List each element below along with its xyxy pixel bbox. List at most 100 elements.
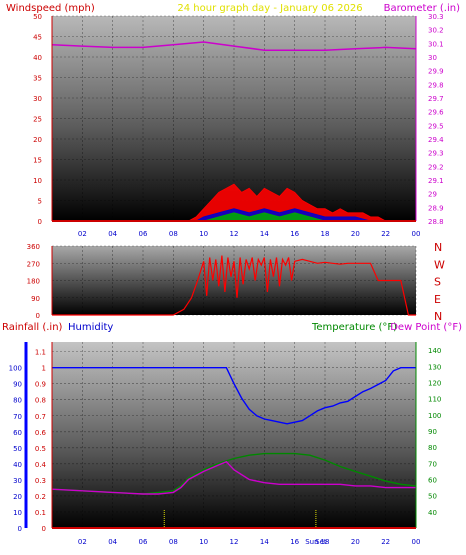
y-left-tick-label: 0 (38, 218, 42, 226)
dewpoint-axis-title: Dew Point (°F) (390, 322, 462, 333)
sun-label: Sun (305, 538, 318, 546)
humidity-tick-label: 70 (13, 413, 22, 421)
y-right-tick-label: 29.7 (428, 95, 444, 103)
y-left-tick-label: 35 (33, 75, 42, 83)
x-tick-label: 16 (290, 538, 299, 546)
y-left-tick-label: 5 (38, 198, 42, 206)
page-title: 24 hour graph day - January 06 2026 (177, 3, 362, 14)
barometer-axis-title: Barometer (.in) (384, 3, 460, 14)
temperature-tick-label: 40 (428, 509, 437, 517)
y-right-tick-label: 30 (428, 54, 437, 62)
temperature-tick-label: 50 (428, 493, 437, 501)
x-tick-label: 10 (199, 538, 208, 546)
x-tick-label: 14 (260, 230, 269, 238)
x-tick-label: 04 (108, 538, 117, 546)
x-tick-label: 20 (351, 538, 360, 546)
x-tick-label: 00 (412, 538, 421, 546)
y-right-tick-label: 29.3 (428, 150, 444, 158)
temperature-tick-label: 130 (428, 363, 441, 371)
set-label: Set (315, 538, 327, 546)
y-right-tick-label: 29.1 (428, 177, 444, 185)
dew-point-line (51, 460, 416, 495)
y-right-tick-label: 29.4 (428, 136, 444, 144)
humidity-tick-label: 20 (13, 493, 22, 501)
compass-label: N (434, 310, 442, 323)
direction-tick-label: 180 (27, 278, 40, 286)
temperature-tick-label: 90 (428, 428, 437, 436)
rain-tick-label: 1.1 (35, 349, 46, 357)
y-right-tick-label: 29.9 (428, 68, 444, 76)
rain-tick-label: 0.3 (35, 477, 46, 485)
x-tick-label: 22 (381, 538, 390, 546)
rain-tick-label: 0 (42, 525, 46, 533)
rainfall-axis-title: Rainfall (.in) (2, 322, 63, 333)
rain-tick-label: 0.8 (35, 397, 46, 405)
rain-tick-label: 0.2 (35, 493, 46, 501)
temperature-tick-label: 100 (428, 412, 441, 420)
barometer-line (51, 41, 417, 51)
y-right-tick-label: 29.5 (428, 122, 444, 130)
temperature-line (51, 452, 417, 495)
humidity-tick-label: 90 (13, 381, 22, 389)
humidity-tick-label: 40 (13, 461, 22, 469)
y-left-tick-label: 15 (33, 157, 42, 165)
humidity-tick-label: 60 (13, 429, 22, 437)
humidity-tick-label: 0 (18, 525, 22, 533)
rain-tick-label: 0.9 (35, 381, 46, 389)
direction-tick-label: 0 (36, 312, 40, 320)
temperature-tick-label: 120 (428, 379, 441, 387)
rain-tick-label: 0.7 (35, 413, 46, 421)
wind-gust-area (52, 183, 416, 222)
rain-tick-label: 1 (42, 365, 46, 373)
x-tick-label: 00 (412, 230, 421, 238)
x-tick-label: 02 (78, 230, 87, 238)
x-tick-label: 14 (260, 538, 269, 546)
direction-tick-label: 360 (27, 243, 40, 251)
y-left-tick-label: 25 (33, 116, 42, 124)
humidity-tick-label: 80 (13, 397, 22, 405)
y-right-tick-label: 28.8 (428, 218, 444, 226)
humidity-line (52, 367, 416, 425)
temperature-tick-label: 80 (428, 444, 437, 452)
y-left-tick-label: 40 (33, 54, 42, 62)
y-right-tick-label: 29.6 (428, 109, 444, 117)
x-tick-label: 02 (78, 538, 87, 546)
humidity-tick-label: 10 (13, 509, 22, 517)
wind-direction-line (52, 255, 416, 316)
rain-tick-label: 0.4 (35, 461, 47, 469)
y-right-tick-label: 30.3 (428, 13, 444, 21)
y-right-tick-label: 30.2 (428, 27, 444, 35)
x-tick-label: 22 (381, 230, 390, 238)
x-tick-label: 06 (139, 538, 148, 546)
compass-label: S (434, 276, 441, 289)
y-right-tick-label: 28.9 (428, 204, 444, 212)
x-tick-label: 12 (230, 538, 239, 546)
x-tick-label: 10 (199, 230, 208, 238)
humidity-tick-label: 100 (9, 365, 22, 373)
temperature-tick-label: 140 (428, 347, 441, 355)
x-tick-label: 18 (321, 230, 330, 238)
x-tick-label: 08 (169, 230, 178, 238)
temperature-tick-label: 70 (428, 460, 437, 468)
y-right-tick-label: 29.2 (428, 163, 444, 171)
temperature-axis-title: Temperature (°F) (311, 322, 397, 333)
y-left-tick-label: 20 (33, 136, 42, 144)
rain-tick-label: 0.5 (35, 445, 46, 453)
y-left-tick-label: 30 (33, 95, 42, 103)
y-right-tick-label: 29 (428, 191, 437, 199)
x-tick-label: 06 (139, 230, 148, 238)
humidity-axis-title: Humidity (68, 322, 113, 333)
rain-tick-label: 0.6 (35, 429, 47, 437)
humidity-tick-label: 50 (13, 445, 22, 453)
y-left-tick-label: 10 (33, 177, 42, 185)
compass-label: W (434, 258, 445, 271)
x-tick-label: 04 (108, 230, 117, 238)
x-tick-label: 18 (321, 538, 330, 546)
x-tick-label: 16 (290, 230, 299, 238)
direction-tick-label: 270 (27, 260, 40, 268)
temperature-tick-label: 60 (428, 476, 437, 484)
y-right-tick-label: 30.1 (428, 40, 444, 48)
y-left-tick-label: 50 (33, 13, 42, 21)
y-right-tick-label: 29.8 (428, 81, 444, 89)
